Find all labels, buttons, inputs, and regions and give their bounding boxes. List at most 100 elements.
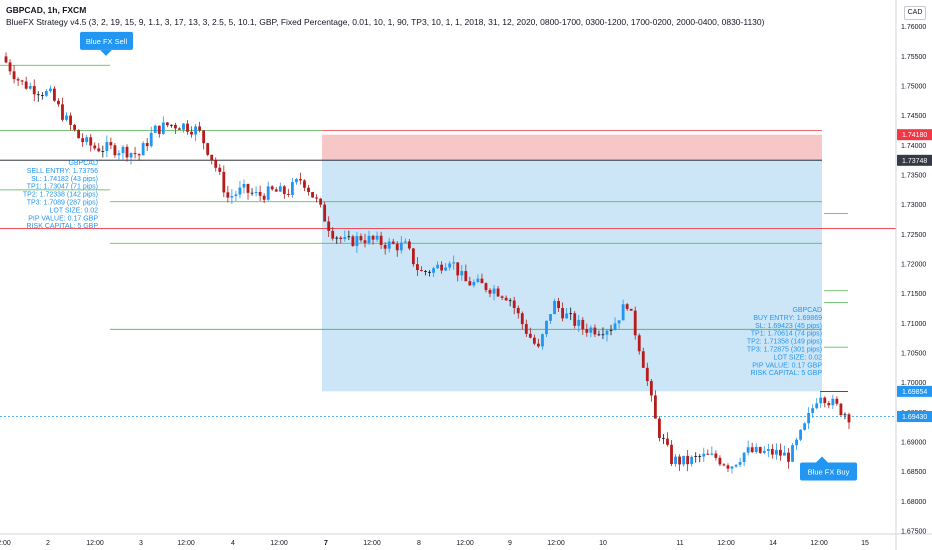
candle-body	[444, 267, 448, 271]
y-tick-label: 1.70000	[901, 380, 926, 387]
candle-body	[32, 86, 36, 95]
y-tick-label: 1.73500	[901, 173, 926, 180]
candle-body	[169, 124, 173, 126]
trade-zones	[322, 134, 822, 392]
candle-body	[355, 236, 359, 246]
candle-body	[492, 288, 496, 294]
candle-body	[210, 154, 214, 161]
candle-body	[512, 300, 516, 308]
x-tick-label: 4	[231, 540, 235, 547]
candle-body	[190, 131, 193, 135]
time-axis[interactable]: 2:00 2 12:00 3 12:00 4 12:00 7 12:00 8 12:00 9 12:00…	[0, 540, 869, 547]
candle-body	[581, 319, 585, 330]
candle-body	[666, 438, 669, 445]
candle-body	[242, 184, 246, 188]
candle-body	[403, 241, 407, 243]
candle-body	[532, 337, 536, 344]
candle-body	[48, 88, 52, 92]
buy-callout-label: Blue FX Buy	[808, 467, 850, 476]
candle-body	[93, 145, 97, 149]
candle-body	[153, 125, 157, 133]
candle-body	[234, 194, 238, 197]
candle-body	[722, 464, 726, 466]
candle-body	[416, 264, 419, 271]
candle-body	[553, 301, 556, 315]
candle-body	[254, 191, 258, 193]
candle-body	[815, 403, 819, 409]
candle-body	[303, 180, 306, 188]
candle-body	[649, 381, 653, 396]
x-tick-label: 7	[324, 540, 328, 547]
candle-body	[77, 129, 81, 139]
candle-body	[698, 456, 702, 457]
candle-body	[214, 160, 218, 168]
y-tick-label: 1.71500	[901, 291, 926, 298]
signal-callouts[interactable]: Blue FX Sell Blue FX Buy	[80, 31, 857, 481]
candle-body	[266, 186, 270, 200]
candle-body	[823, 397, 827, 404]
candle-body	[174, 124, 177, 129]
sell-callout-box[interactable]	[80, 31, 133, 50]
candle-body	[133, 153, 137, 155]
candle-body	[541, 334, 544, 347]
candle-body	[839, 403, 843, 416]
currency-button[interactable]: CAD	[904, 6, 926, 20]
candle-body	[524, 324, 528, 334]
candle-body	[762, 450, 766, 453]
price-tag-label: 1.69854	[902, 389, 927, 396]
candle-body	[222, 171, 226, 193]
candle-body	[343, 237, 347, 240]
candle-body	[496, 288, 500, 297]
candle-body	[395, 243, 399, 251]
candle-body	[73, 124, 76, 130]
candle-body	[387, 241, 391, 249]
candle-body	[53, 88, 56, 101]
candle-body	[323, 204, 327, 222]
y-tick-label: 1.68000	[901, 499, 926, 506]
candle-body	[351, 236, 355, 246]
candle-body	[658, 418, 661, 438]
candle-body	[750, 447, 754, 453]
candle-body	[847, 414, 851, 423]
candle-body	[327, 221, 331, 231]
candle-body	[186, 123, 189, 132]
candle-body	[436, 264, 439, 269]
candle-body	[274, 189, 278, 192]
candle-body	[670, 444, 673, 465]
x-tick-label: 2	[46, 540, 50, 547]
candle-body	[20, 80, 24, 82]
candle-body	[545, 320, 548, 335]
candle-body	[561, 308, 565, 319]
candle-body	[278, 186, 282, 192]
candle-body	[198, 126, 202, 131]
candle-body	[690, 456, 694, 465]
candle-body	[145, 143, 149, 147]
buy-callout-box[interactable]	[800, 462, 857, 481]
candle-body	[589, 327, 593, 333]
candle-body	[609, 329, 613, 331]
candle-body	[290, 182, 294, 195]
sell-info-line: RISK CAPITAL: 5 GBP	[27, 223, 99, 230]
candle-body	[101, 151, 105, 152]
candle-body	[783, 452, 786, 456]
candle-body	[795, 439, 798, 446]
candle-body	[597, 334, 601, 336]
y-tick-label: 1.68500	[901, 469, 926, 476]
candle-body	[799, 429, 802, 440]
candle-body	[472, 282, 476, 286]
sell-info-line: TP1: 1.73047 (71 pips)	[27, 184, 98, 191]
candle-body	[537, 343, 540, 347]
y-tick-label: 1.71000	[901, 321, 926, 328]
candle-body	[141, 143, 145, 156]
candle-body	[69, 115, 72, 125]
candle-body	[250, 192, 254, 194]
candle-body	[315, 197, 318, 199]
candle-body	[686, 455, 690, 465]
sell-info-line: TP3: 1.7089 (287 pips)	[27, 200, 98, 207]
candle-body	[617, 320, 621, 324]
candle-body	[375, 235, 379, 240]
candle-body	[432, 268, 435, 273]
candle-body	[391, 241, 395, 244]
